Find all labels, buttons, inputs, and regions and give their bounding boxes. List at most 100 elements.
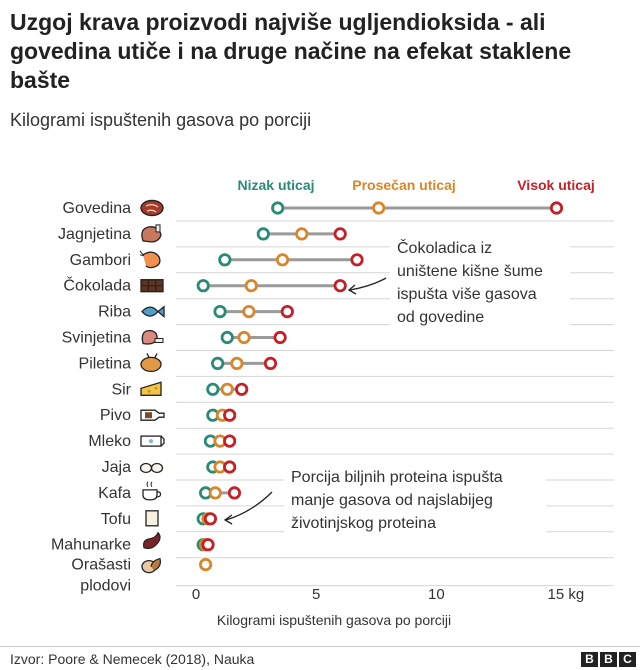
row-govedina: Govedina bbox=[63, 199, 564, 217]
data-point-low bbox=[196, 279, 210, 293]
category-label: Čokolada bbox=[63, 276, 131, 295]
row-čokolada: Čokolada bbox=[63, 276, 347, 295]
data-point-avg bbox=[237, 330, 251, 345]
data-point-high bbox=[333, 279, 347, 293]
category-label: Svinjetina bbox=[62, 330, 131, 347]
row-kafa: Kafa bbox=[98, 481, 242, 502]
data-point-avg bbox=[295, 227, 309, 241]
row-piletina: Piletina bbox=[79, 353, 278, 373]
legend: Nizak uticaj Prosečan uticaj Visok uticaj bbox=[237, 177, 594, 193]
legend-item-low: Nizak uticaj bbox=[237, 177, 314, 193]
roast-chicken-icon bbox=[140, 353, 162, 373]
category-label: Tofu bbox=[101, 511, 131, 528]
row-pivo: Pivo bbox=[100, 407, 237, 424]
source-note: Izvor: Poore & Nemecek (2018), Nauka bbox=[10, 651, 255, 667]
data-point-avg bbox=[220, 382, 234, 396]
data-point-high bbox=[280, 304, 294, 319]
annotation-text-line: uništene kišne šume bbox=[397, 263, 543, 280]
data-point-high bbox=[227, 486, 242, 500]
logo-letter: B bbox=[600, 652, 617, 667]
data-point-low bbox=[213, 304, 227, 319]
category-label: Kafa bbox=[98, 485, 131, 502]
tofu-block bbox=[145, 510, 159, 527]
annotation-text-line: Čokoladica iz bbox=[397, 238, 492, 257]
data-point-low bbox=[271, 201, 285, 215]
fish-body bbox=[141, 306, 159, 317]
logo-letter: B bbox=[581, 652, 598, 667]
x-axis: 0 5 10 15 kg Kilogrami ispuštenih gasova po … bbox=[192, 586, 584, 628]
cheese-hole bbox=[147, 389, 151, 393]
category-label: Riba bbox=[98, 304, 131, 321]
shrimp-feelers bbox=[139, 250, 145, 257]
row-svinjetina: Svinjetina bbox=[62, 329, 287, 347]
category-label: Mahunarke bbox=[51, 537, 131, 554]
data-point-avg bbox=[208, 486, 222, 500]
fish-icon bbox=[141, 305, 165, 318]
chocolate-bar-icon bbox=[140, 279, 164, 293]
data-point-high bbox=[350, 253, 364, 267]
data-point-high bbox=[263, 356, 278, 370]
carton-top bbox=[160, 435, 165, 447]
annotation-background bbox=[390, 234, 570, 326]
cup-shape bbox=[142, 489, 158, 501]
steak-marbling bbox=[145, 204, 159, 213]
coffee-cup-icon bbox=[142, 481, 162, 501]
data-point-high bbox=[235, 382, 249, 396]
data-point-high bbox=[549, 201, 564, 215]
annotation-arrow bbox=[349, 277, 387, 291]
x-tick-label: 15 kg bbox=[548, 586, 585, 603]
data-point-avg bbox=[244, 279, 258, 293]
annotation-arrowhead bbox=[223, 514, 233, 525]
shrimp-icon bbox=[139, 250, 161, 269]
data-point-avg bbox=[230, 356, 244, 370]
x-tick-label: 10 bbox=[428, 586, 445, 603]
data-point-avg bbox=[275, 253, 290, 267]
chicken-legs bbox=[146, 353, 158, 358]
dot-range-chart: Nizak uticaj Prosečan uticaj Visok uticaj G… bbox=[51, 177, 614, 628]
chop-bone bbox=[155, 224, 161, 233]
annotation-arrowhead bbox=[347, 284, 357, 295]
chart-title: Uzgoj krava proizvodi najviše ugljendiok… bbox=[10, 9, 572, 93]
cheese-hole bbox=[154, 386, 158, 390]
footer-divider bbox=[0, 646, 640, 647]
data-point-low bbox=[211, 356, 225, 370]
category-label: Govedina bbox=[63, 200, 132, 217]
chocolate-grid bbox=[141, 279, 163, 292]
logo-letter: C bbox=[619, 652, 636, 667]
chart-subtitle: Kilogrami ispuštenih gasova po porciji bbox=[10, 110, 312, 130]
pork-leg-icon bbox=[141, 329, 164, 345]
category-label: Mleko bbox=[88, 433, 131, 450]
data-point-high bbox=[201, 538, 215, 552]
data-point-high bbox=[273, 330, 287, 345]
egg-shape bbox=[150, 462, 164, 474]
row-gambori: Gambori bbox=[70, 250, 364, 269]
x-tick-label: 0 bbox=[192, 586, 200, 603]
bean-shape bbox=[143, 531, 161, 550]
ham-bone bbox=[154, 338, 164, 343]
data-point-low bbox=[218, 253, 232, 267]
data-point-high bbox=[333, 227, 347, 241]
bean-icon bbox=[143, 531, 161, 550]
category-label: Sir bbox=[111, 381, 131, 398]
bottle-shape bbox=[140, 409, 165, 421]
row-orašasti-plodovi: Orašasti plodovi bbox=[71, 557, 213, 595]
data-point-low bbox=[256, 227, 270, 241]
bottle-label bbox=[145, 412, 152, 419]
data-rows: Govedina Jagnjetina Gambori Čokolada Riba Svi… bbox=[51, 199, 564, 595]
eggs-icon bbox=[139, 462, 164, 474]
category-label: Jagnjetina bbox=[58, 226, 131, 243]
annotation-text-line: od govedine bbox=[397, 309, 484, 326]
data-point-high bbox=[223, 460, 237, 474]
annotation-text-line: životinjskog proteina bbox=[291, 515, 436, 532]
category-label: Orašasti bbox=[71, 557, 131, 574]
cheese-wedge bbox=[140, 381, 162, 396]
data-point-avg bbox=[199, 557, 213, 572]
annotations: Čokoladica iz uništene kišne šume ispušta … bbox=[223, 234, 570, 533]
fish-tail bbox=[156, 305, 165, 318]
annotation-arrow bbox=[225, 491, 273, 521]
cup-handle bbox=[156, 491, 162, 498]
nuts-icon bbox=[141, 557, 161, 574]
beer-bottle-icon bbox=[140, 409, 165, 421]
row-jagnjetina: Jagnjetina bbox=[58, 224, 347, 243]
